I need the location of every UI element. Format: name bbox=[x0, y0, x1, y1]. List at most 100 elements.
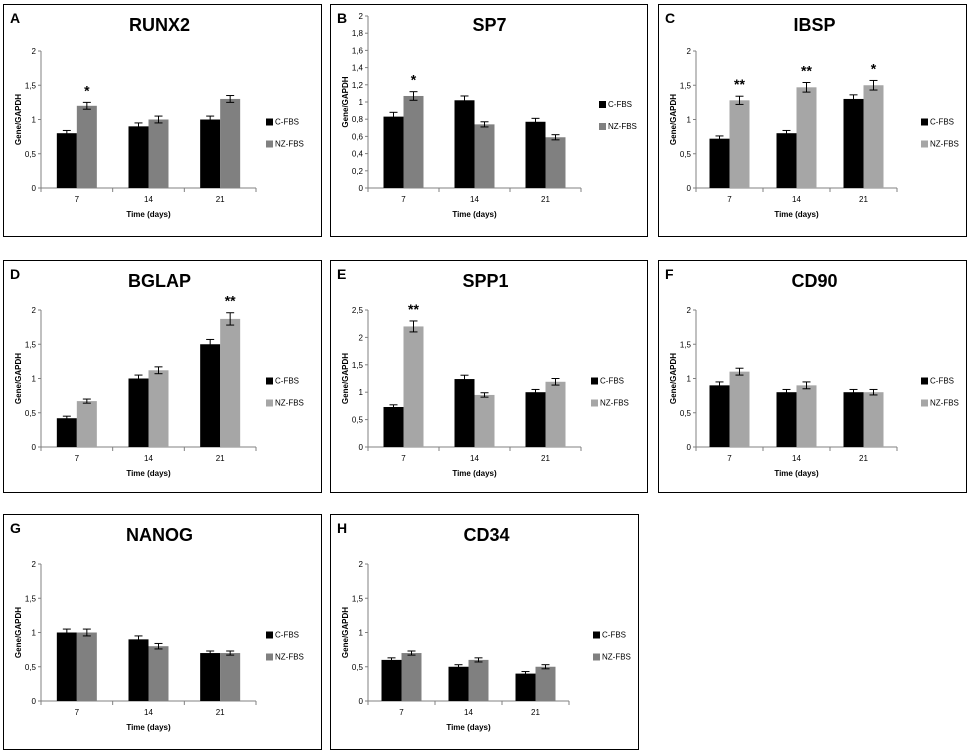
y-tick-label: 1,5 bbox=[680, 340, 692, 349]
y-tick-label: 2 bbox=[32, 306, 37, 315]
bar-nz-fbs-21 bbox=[220, 98, 241, 188]
legend-swatch-nz-fbs bbox=[593, 653, 600, 661]
legend-swatch-nz-fbs bbox=[921, 140, 928, 148]
bar-c-fbs-21 bbox=[843, 98, 864, 188]
bar-c-fbs-14 bbox=[776, 392, 797, 447]
legend-label-nz-fbs: NZ-FBS bbox=[930, 399, 959, 408]
chart-runx2: A RUNX2 Gene/GAPDH 0 0,5 1 1,5 2 7 * 14 21 Time (day… bbox=[10, 10, 304, 219]
y-tick-label: 0 bbox=[32, 697, 37, 706]
chart-cd34: H CD34 Gene/GAPDH 0 0,5 1 1,5 2 7 14 21 Time (days)… bbox=[337, 520, 631, 732]
chart-title: IBSP bbox=[793, 15, 835, 35]
y-tick-label: 1 bbox=[32, 116, 37, 125]
y-tick-label: 1 bbox=[32, 629, 37, 638]
bar-c-fbs-14 bbox=[454, 379, 475, 447]
x-axis-label: Time (days) bbox=[126, 210, 171, 219]
legend-label-nz-fbs: NZ-FBS bbox=[275, 653, 304, 662]
bar-nz-fbs-21 bbox=[863, 85, 884, 188]
panel-letter: H bbox=[337, 520, 347, 536]
legend-swatch-nz-fbs bbox=[266, 399, 273, 407]
y-tick-label: 1,4 bbox=[352, 64, 364, 73]
legend-label-nz-fbs: NZ-FBS bbox=[275, 399, 304, 408]
y-tick-label: 0,5 bbox=[352, 663, 364, 672]
bar-c-fbs-14 bbox=[128, 126, 149, 188]
y-tick-label: 1,6 bbox=[352, 46, 364, 55]
bar-c-fbs-21 bbox=[525, 392, 546, 447]
x-tick-label: 21 bbox=[859, 195, 868, 204]
legend-swatch-c-fbs bbox=[921, 377, 928, 385]
x-tick-label: 7 bbox=[75, 195, 80, 204]
chart-spp1: E SPP1 Gene/GAPDH 0 0,5 1 1,5 2 2,5 7 ** 14 21 Time (… bbox=[337, 266, 629, 478]
chart-title: NANOG bbox=[126, 525, 193, 545]
x-tick-label: 21 bbox=[216, 195, 225, 204]
x-axis-label: Time (days) bbox=[452, 210, 497, 219]
x-tick-label: 14 bbox=[792, 454, 801, 463]
bar-nz-fbs-7 bbox=[76, 401, 97, 447]
significance-marker: * bbox=[411, 72, 417, 88]
x-axis-label: Time (days) bbox=[774, 469, 819, 478]
bar-c-fbs-7 bbox=[56, 133, 77, 188]
x-tick-label: 21 bbox=[531, 708, 540, 717]
significance-marker: ** bbox=[734, 76, 745, 92]
legend-swatch-c-fbs bbox=[921, 118, 928, 126]
bar-c-fbs-21 bbox=[200, 344, 221, 447]
bar-c-fbs-21 bbox=[843, 392, 864, 447]
bar-nz-fbs-14 bbox=[474, 124, 495, 188]
y-tick-label: 0,2 bbox=[352, 167, 364, 176]
significance-marker: * bbox=[84, 82, 90, 98]
bar-c-fbs-14 bbox=[448, 666, 469, 701]
bar-c-fbs-14 bbox=[128, 378, 149, 447]
bar-nz-fbs-21 bbox=[220, 318, 241, 447]
bar-c-fbs-21 bbox=[525, 121, 546, 188]
bar-nz-fbs-7 bbox=[729, 371, 750, 447]
y-tick-label: 0,5 bbox=[352, 416, 364, 425]
panel-runx2: A RUNX2 Gene/GAPDH 0 0,5 1 1,5 2 7 * 14 21 Time (day… bbox=[3, 4, 322, 237]
significance-marker: ** bbox=[408, 301, 419, 317]
y-tick-label: 0,5 bbox=[680, 409, 692, 418]
y-axis-label: Gene/GAPDH bbox=[341, 76, 350, 127]
legend-swatch-c-fbs bbox=[593, 631, 600, 639]
chart-title: CD90 bbox=[791, 271, 837, 291]
legend-label-c-fbs: C-FBS bbox=[275, 631, 299, 640]
x-axis-label: Time (days) bbox=[446, 723, 491, 732]
y-tick-label: 0,5 bbox=[25, 663, 37, 672]
x-tick-label: 14 bbox=[792, 195, 801, 204]
x-tick-label: 21 bbox=[859, 454, 868, 463]
chart-sp7: B SP7 Gene/GAPDH 0 0,2 0,4 0,6 0,8 1 1,2 1,4 1,6 1,8… bbox=[337, 10, 637, 219]
bar-c-fbs-21 bbox=[515, 673, 536, 701]
bar-nz-fbs-14 bbox=[148, 119, 169, 188]
x-tick-label: 21 bbox=[541, 454, 550, 463]
bar-nz-fbs-14 bbox=[148, 646, 169, 701]
x-tick-label: 14 bbox=[464, 708, 473, 717]
bar-c-fbs-14 bbox=[454, 100, 475, 188]
chart-title: BGLAP bbox=[128, 271, 191, 291]
y-tick-label: 1 bbox=[32, 375, 37, 384]
y-tick-label: 1 bbox=[687, 116, 692, 125]
panel-cd90: F CD90 Gene/GAPDH 0 0,5 1 1,5 2 7 14 21 Time (days)… bbox=[658, 260, 967, 493]
panel-letter: F bbox=[665, 266, 674, 282]
y-tick-label: 0,5 bbox=[25, 150, 37, 159]
panel-ibsp: C IBSP Gene/GAPDH 0 0,5 1 1,5 2 7 ** 14 ** 21 * Time (… bbox=[658, 4, 967, 237]
legend-swatch-nz-fbs bbox=[591, 399, 598, 407]
y-axis-label: Gene/GAPDH bbox=[341, 353, 350, 404]
bar-c-fbs-7 bbox=[56, 632, 77, 701]
legend-label-nz-fbs: NZ-FBS bbox=[608, 122, 637, 131]
panel-bglap: D BGLAP Gene/GAPDH 0 0,5 1 1,5 2 7 14 21 ** Time (da… bbox=[3, 260, 322, 493]
x-tick-label: 14 bbox=[144, 195, 153, 204]
x-tick-label: 7 bbox=[727, 195, 732, 204]
bar-nz-fbs-21 bbox=[545, 137, 566, 188]
y-tick-label: 1,5 bbox=[680, 81, 692, 90]
significance-marker: ** bbox=[225, 293, 236, 309]
bar-c-fbs-14 bbox=[776, 133, 797, 188]
y-tick-label: 1,2 bbox=[352, 81, 364, 90]
bar-nz-fbs-21 bbox=[220, 653, 241, 701]
bar-nz-fbs-21 bbox=[545, 381, 566, 447]
bar-nz-fbs-7 bbox=[729, 100, 750, 188]
y-tick-label: 0,4 bbox=[352, 150, 364, 159]
y-tick-label: 0 bbox=[32, 184, 37, 193]
chart-title: CD34 bbox=[463, 525, 509, 545]
panel-nanog: G NANOG Gene/GAPDH 0 0,5 1 1,5 2 7 14 21 Time (days… bbox=[3, 514, 322, 750]
legend-label-c-fbs: C-FBS bbox=[602, 631, 626, 640]
y-tick-label: 0 bbox=[687, 184, 692, 193]
panel-letter: G bbox=[10, 520, 21, 536]
y-axis-label: Gene/GAPDH bbox=[14, 607, 23, 658]
